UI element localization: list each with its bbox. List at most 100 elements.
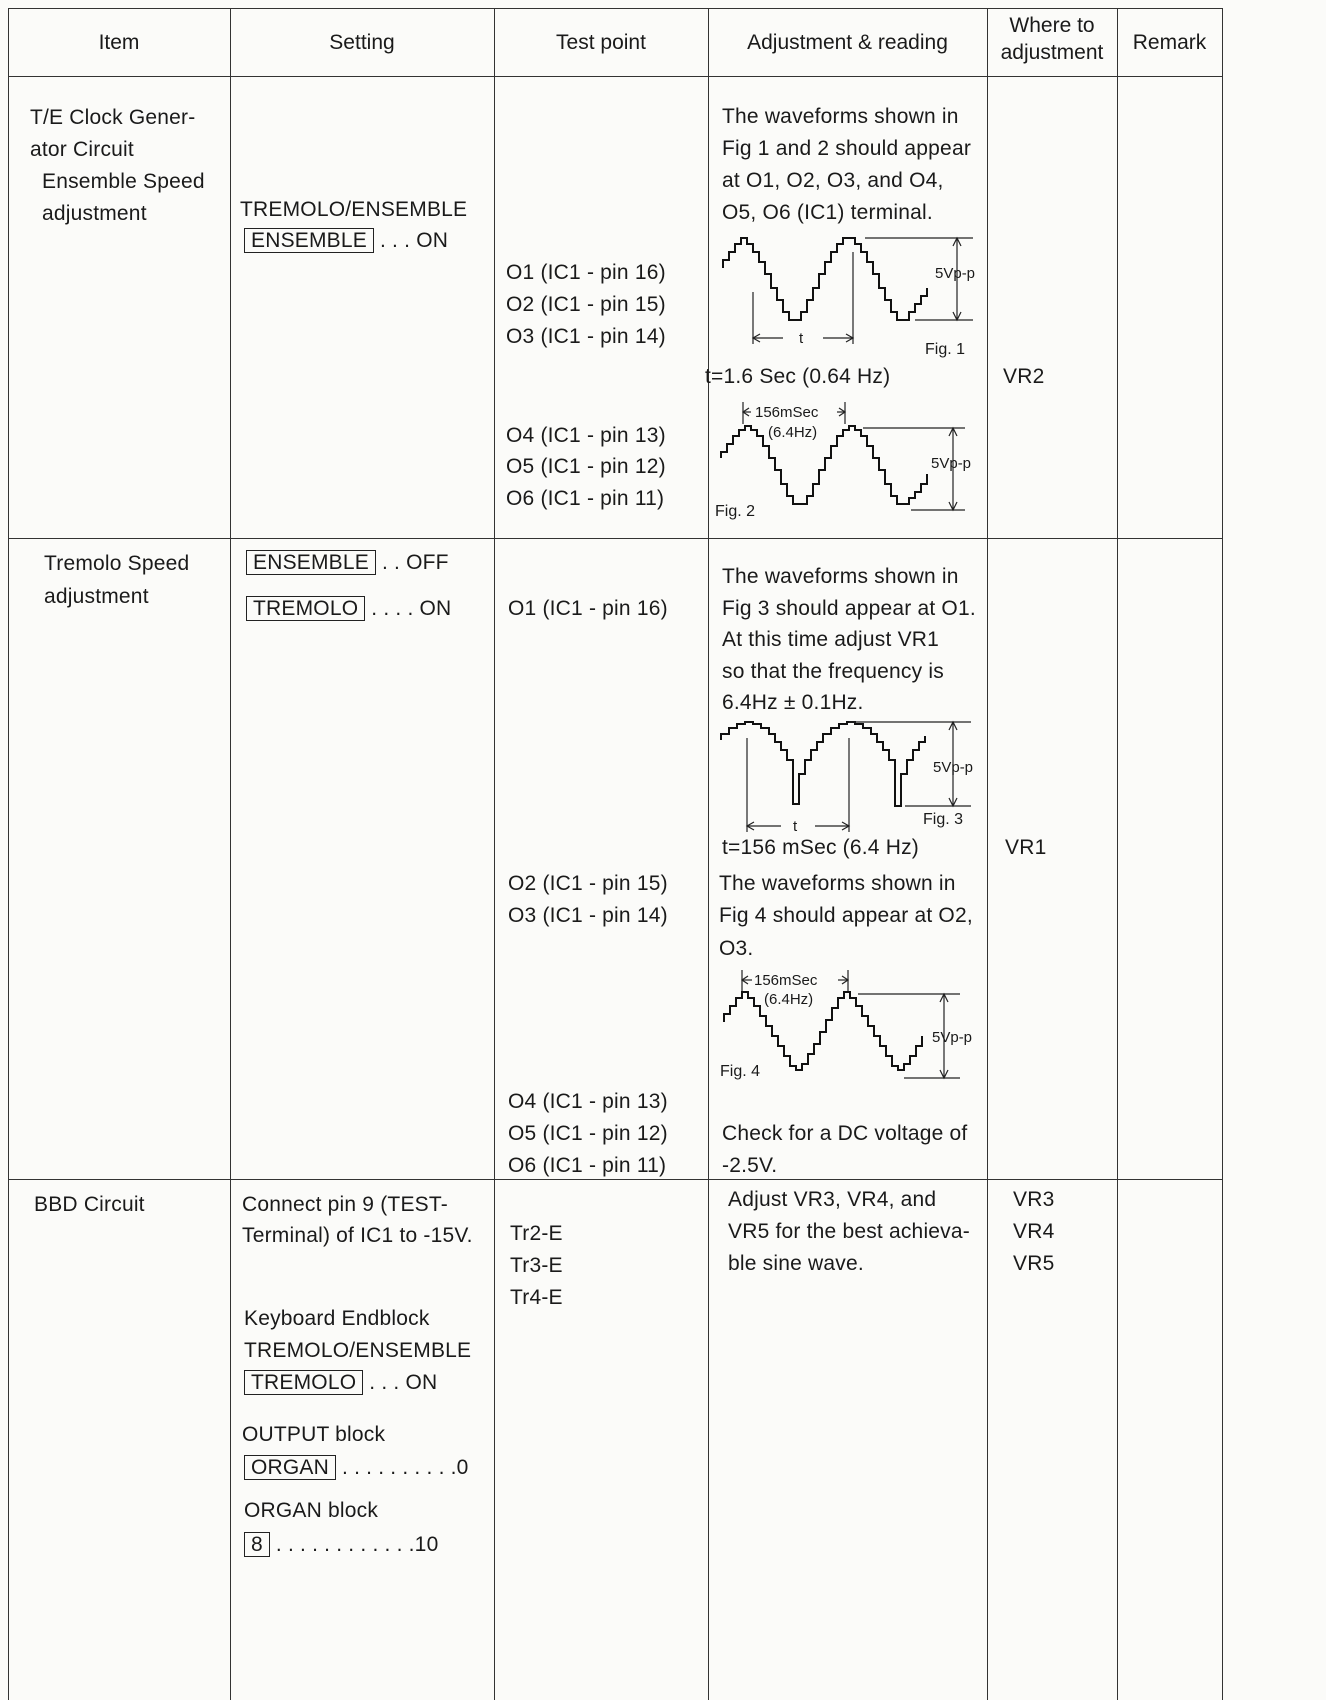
fig4-frequency: (6.4Hz) bbox=[764, 991, 813, 1008]
test-point: O6 (IC1 - pin 11) bbox=[506, 487, 665, 510]
test-point: O2 (IC1 - pin 15) bbox=[506, 293, 666, 316]
switch-label-box: 8 bbox=[244, 1532, 270, 1557]
figure-1-waveform: t 5Vp-p Fig. 1 bbox=[715, 232, 985, 364]
setting-switch: TREMOLO. . . ON bbox=[244, 1366, 437, 1400]
fig4-amplitude: 5Vp-p bbox=[932, 1029, 972, 1046]
table-border-top bbox=[8, 8, 1222, 9]
fig1-svg: t 5Vp-p Fig. 1 bbox=[722, 236, 975, 358]
fig4-label: Fig. 4 bbox=[720, 1063, 760, 1080]
setting-text: TREMOLO/ENSEMBLE bbox=[240, 198, 468, 221]
test-point: Tr4-E bbox=[510, 1286, 563, 1309]
fig1-result: t=1.6 Sec (0.64 Hz) bbox=[705, 365, 891, 388]
setting-text: Terminal) of IC1 to -15V. bbox=[242, 1224, 473, 1247]
fig2-label: Fig. 2 bbox=[715, 503, 755, 520]
where-vr4: VR4 bbox=[1013, 1220, 1055, 1243]
fig1-amplitude: 5Vp-p bbox=[935, 265, 975, 282]
setting-text: Keyboard Endblock bbox=[244, 1307, 430, 1330]
fig3-label: Fig. 3 bbox=[923, 811, 963, 828]
figure-2-waveform: 156mSec (6.4Hz) 5Vp-p Fig. 2 bbox=[713, 398, 985, 524]
switch-state: . . . . ON bbox=[371, 597, 452, 620]
test-point: O5 (IC1 - pin 12) bbox=[508, 1122, 668, 1145]
setting-text: TREMOLO/ENSEMBLE bbox=[244, 1339, 472, 1362]
switch-state: . . . ON bbox=[369, 1371, 438, 1394]
figure-4-waveform: 156mSec (6.4Hz) 5Vp-p Fig. 4 bbox=[718, 966, 983, 1086]
item-text: ator Circuit bbox=[30, 138, 134, 161]
reading-text: O5, O6 (IC1) terminal. bbox=[722, 201, 933, 224]
test-point: O6 (IC1 - pin 11) bbox=[508, 1154, 667, 1177]
reading-text: -2.5V. bbox=[722, 1154, 778, 1177]
reading-text: The waveforms shown in bbox=[719, 872, 956, 895]
fig2-svg: 156mSec (6.4Hz) 5Vp-p Fig. 2 bbox=[715, 402, 971, 520]
reading-text: at O1, O2, O3, and O4, bbox=[722, 169, 944, 192]
switch-state: . . . . . . . . . .0 bbox=[342, 1456, 469, 1479]
header-divider bbox=[8, 76, 1222, 77]
test-point: Tr2-E bbox=[510, 1222, 563, 1245]
fig2-period: 156mSec bbox=[755, 404, 819, 421]
where-vr2: VR2 bbox=[1003, 365, 1045, 388]
reading-text: At this time adjust VR1 bbox=[722, 628, 940, 651]
item-text: T/E Clock Gener- bbox=[30, 106, 196, 129]
reading-text: VR5 for the best achieva- bbox=[728, 1220, 970, 1243]
column-divider bbox=[708, 8, 709, 1700]
column-divider bbox=[494, 8, 495, 1700]
fig3-result: t=156 mSec (6.4 Hz) bbox=[722, 836, 919, 859]
reading-text: so that the frequency is bbox=[722, 660, 944, 683]
switch-label-box: ENSEMBLE bbox=[246, 550, 376, 575]
table-border-right bbox=[1222, 8, 1223, 1700]
header-adjustment-reading: Adjustment & reading bbox=[747, 31, 948, 54]
switch-label-box: ENSEMBLE bbox=[244, 228, 374, 253]
reading-text: Fig 3 should appear at O1. bbox=[722, 597, 976, 620]
test-point: O2 (IC1 - pin 15) bbox=[508, 872, 668, 895]
item-text: Ensemble Speed bbox=[42, 170, 205, 193]
setting-switch: ENSEMBLE. . . ON bbox=[244, 224, 448, 258]
fig2-amplitude: 5Vp-p bbox=[931, 455, 971, 472]
reading-text: Fig 1 and 2 should appear bbox=[722, 137, 972, 160]
where-vr1: VR1 bbox=[1005, 836, 1047, 859]
setting-text: OUTPUT block bbox=[242, 1423, 386, 1446]
reading-text: O3. bbox=[719, 937, 754, 960]
test-point: O3 (IC1 - pin 14) bbox=[508, 904, 668, 927]
reading-text: Check for a DC voltage of bbox=[722, 1122, 968, 1145]
header-remark: Remark bbox=[1132, 31, 1207, 54]
table-border-left bbox=[8, 8, 9, 1700]
fig4-svg: 156mSec (6.4Hz) 5Vp-p Fig. 4 bbox=[720, 970, 972, 1080]
fig1-period-mark: t bbox=[799, 330, 804, 347]
switch-state: . . . ON bbox=[379, 229, 449, 252]
row-divider bbox=[8, 538, 1222, 539]
setting-switch: ENSEMBLE. . OFF bbox=[246, 546, 449, 580]
test-point: Tr3-E bbox=[510, 1254, 563, 1277]
switch-label-box: TREMOLO bbox=[244, 1370, 364, 1395]
test-point: O1 (IC1 - pin 16) bbox=[508, 597, 668, 620]
header-test-point: Test point bbox=[556, 31, 646, 54]
fig1-label: Fig. 1 bbox=[925, 341, 965, 358]
fig3-svg: t 5Vp-p Fig. 3 bbox=[720, 720, 973, 835]
figure-3-waveform: t 5Vp-p Fig. 3 bbox=[715, 716, 985, 835]
test-point: O5 (IC1 - pin 12) bbox=[506, 455, 666, 478]
setting-text: ORGAN block bbox=[244, 1499, 379, 1522]
item-text: BBD Circuit bbox=[34, 1193, 145, 1216]
item-text: adjustment bbox=[42, 202, 147, 225]
test-point: O3 (IC1 - pin 14) bbox=[506, 325, 666, 348]
test-point: O1 (IC1 - pin 16) bbox=[506, 261, 666, 284]
header-setting: Setting bbox=[329, 31, 395, 54]
fig4-period: 156mSec bbox=[754, 972, 818, 989]
switch-label-box: ORGAN bbox=[244, 1455, 337, 1480]
reading-text: ble sine wave. bbox=[728, 1252, 864, 1275]
test-point: O4 (IC1 - pin 13) bbox=[508, 1090, 668, 1113]
header-item: Item bbox=[98, 31, 140, 54]
row-divider bbox=[8, 1179, 1222, 1180]
switch-label-box: TREMOLO bbox=[246, 596, 366, 621]
setting-switch: TREMOLO. . . . ON bbox=[246, 592, 451, 626]
where-vr5: VR5 bbox=[1013, 1252, 1055, 1275]
item-text: Tremolo Speed bbox=[44, 552, 190, 575]
fig2-frequency: (6.4Hz) bbox=[768, 424, 817, 441]
header-where-line2: adjustment bbox=[1000, 41, 1104, 64]
reading-text: Adjust VR3, VR4, and bbox=[728, 1188, 937, 1211]
setting-text: Connect pin 9 (TEST- bbox=[242, 1193, 448, 1216]
column-divider bbox=[1117, 8, 1118, 1700]
item-text: adjustment bbox=[44, 585, 149, 608]
reading-text: 6.4Hz ± 0.1Hz. bbox=[722, 691, 864, 714]
where-vr3: VR3 bbox=[1013, 1188, 1055, 1211]
header-where-line1: Where to bbox=[1009, 14, 1095, 37]
